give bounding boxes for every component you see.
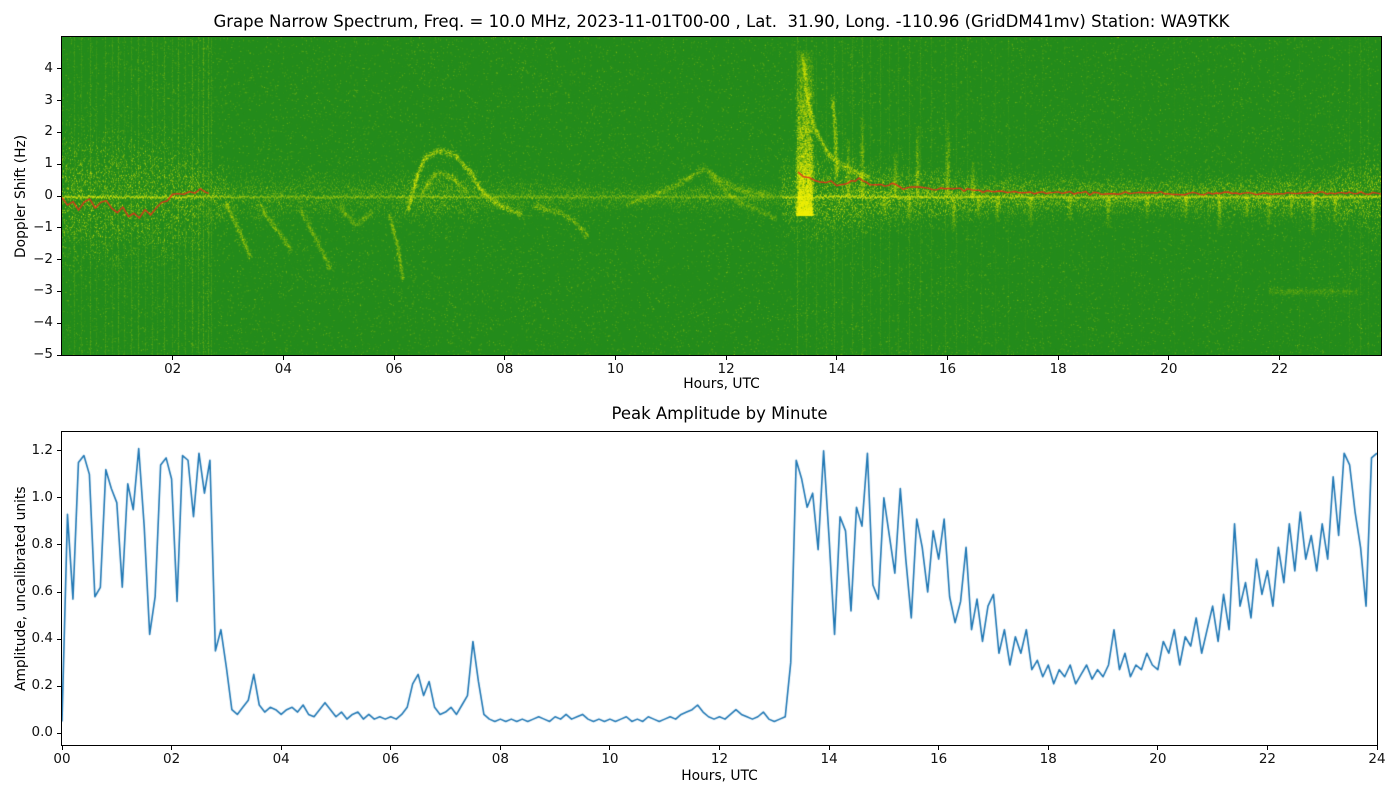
y-tick-label: −5 (33, 346, 53, 362)
x-tick-label: 02 (164, 361, 182, 377)
x-tick-label: 06 (385, 361, 403, 377)
x-tick-label: 24 (1368, 751, 1386, 767)
x-tick-mark (1157, 746, 1159, 750)
x-tick-label: 08 (491, 751, 509, 767)
y-tick-label: 1.0 (31, 488, 53, 505)
y-tick-mark (57, 322, 61, 324)
y-tick-mark (57, 227, 61, 229)
y-tick-mark (57, 163, 61, 165)
x-tick-label: 14 (820, 751, 838, 767)
x-tick-mark (836, 356, 838, 360)
y-tick-label: 0 (44, 187, 53, 203)
y-tick-label: −4 (33, 314, 53, 331)
x-tick-mark (1376, 746, 1378, 750)
amplitude-xlabel: Hours, UTC (681, 768, 758, 784)
x-tick-mark (938, 746, 940, 750)
y-tick-mark (57, 685, 61, 687)
y-tick-label: 1.2 (31, 441, 53, 458)
y-tick-label: 0.0 (31, 724, 53, 741)
y-tick-label: 3 (44, 91, 53, 108)
y-tick-label: −3 (33, 282, 53, 299)
x-tick-mark (946, 356, 948, 360)
y-tick-label: −2 (33, 250, 53, 267)
y-tick-mark (57, 732, 61, 734)
x-tick-mark (393, 356, 395, 360)
x-tick-mark (1266, 746, 1268, 750)
y-tick-label: 0.2 (31, 677, 53, 694)
x-tick-label: 10 (601, 751, 619, 767)
x-tick-mark (172, 356, 174, 360)
x-tick-mark (504, 356, 506, 360)
x-tick-label: 18 (1039, 751, 1057, 767)
y-tick-mark (57, 290, 61, 292)
x-tick-mark (390, 746, 392, 750)
x-tick-label: 00 (53, 751, 71, 767)
x-tick-label: 18 (1049, 361, 1067, 377)
x-tick-mark (609, 746, 611, 750)
x-tick-label: 20 (1160, 361, 1178, 377)
spectrogram-plot (62, 37, 1381, 355)
x-tick-label: 08 (496, 361, 514, 377)
spectrogram-axes (61, 36, 1382, 356)
y-tick-mark (57, 544, 61, 546)
x-tick-mark (614, 356, 616, 360)
y-tick-mark (57, 100, 61, 102)
x-tick-mark (725, 356, 727, 360)
y-tick-mark (57, 638, 61, 640)
y-tick-mark (57, 259, 61, 261)
amplitude-axes (61, 431, 1378, 746)
spectrogram-xlabel: Hours, UTC (683, 376, 760, 392)
x-tick-mark (61, 746, 63, 750)
x-tick-mark (1168, 356, 1170, 360)
y-tick-label: 4 (44, 59, 53, 76)
y-tick-label: 0.8 (31, 535, 53, 552)
amplitude-title: Peak Amplitude by Minute (611, 404, 828, 423)
x-tick-label: 04 (274, 361, 292, 377)
x-tick-mark (1279, 356, 1281, 360)
x-tick-label: 22 (1258, 751, 1276, 767)
y-tick-label: 2 (44, 123, 53, 140)
x-tick-label: 12 (717, 361, 735, 377)
x-tick-label: 02 (162, 751, 181, 767)
x-tick-label: 22 (1270, 361, 1289, 377)
y-tick-mark (57, 131, 61, 133)
y-tick-mark (57, 68, 61, 70)
y-tick-mark (57, 354, 61, 356)
x-tick-mark (280, 746, 282, 750)
x-tick-label: 10 (606, 361, 625, 377)
x-tick-mark (499, 746, 501, 750)
x-tick-mark (171, 746, 173, 750)
y-tick-label: 0.6 (31, 583, 53, 600)
y-tick-label: 0.4 (31, 630, 53, 647)
x-tick-label: 16 (938, 361, 957, 377)
x-tick-mark (719, 746, 720, 750)
y-tick-mark (57, 591, 61, 593)
x-tick-label: 16 (930, 751, 948, 767)
x-tick-label: 06 (382, 751, 400, 767)
x-tick-label: 20 (1149, 751, 1167, 767)
x-tick-mark (828, 746, 830, 750)
x-tick-mark (282, 356, 284, 360)
spectrogram-title: Grape Narrow Spectrum, Freq. = 10.0 MHz,… (213, 12, 1230, 31)
y-tick-label: 1 (44, 155, 53, 172)
y-tick-mark (57, 195, 61, 197)
y-tick-label: −1 (33, 218, 53, 235)
x-tick-label: 12 (710, 751, 729, 767)
y-tick-mark (57, 450, 61, 452)
x-tick-label: 14 (828, 361, 846, 377)
amplitude-plot (62, 432, 1377, 745)
x-tick-mark (1057, 356, 1059, 360)
x-tick-mark (1047, 746, 1049, 750)
x-tick-label: 04 (272, 751, 290, 767)
y-tick-mark (57, 497, 61, 499)
